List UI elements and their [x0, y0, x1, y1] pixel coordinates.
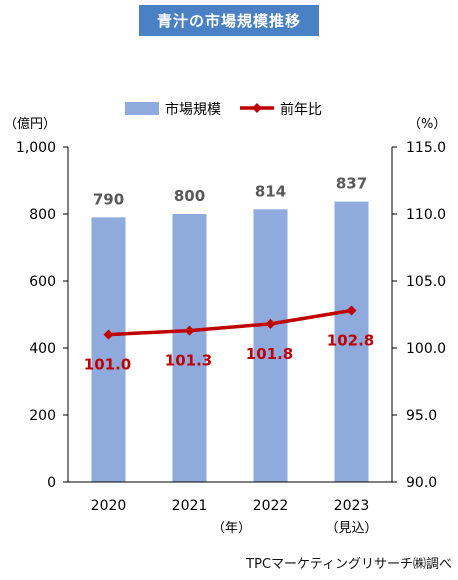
right-tick-label: 115.0 — [406, 140, 446, 156]
line-value-label: 102.8 — [327, 331, 374, 349]
line-value-label: 101.8 — [246, 345, 293, 363]
right-axis: 90.0 95.0 100.0 105.0 110.0 115.0 — [391, 140, 446, 491]
line-value-label: 101.0 — [84, 356, 131, 374]
x-axis: 2020 2021 2022 2023 （見込） — [68, 481, 392, 536]
x-tick-sublabel: （見込） — [325, 521, 377, 536]
legend-swatch-bar — [125, 102, 159, 115]
left-tick-label: 800 — [29, 207, 56, 223]
legend-label-line: 前年比 — [280, 101, 322, 118]
left-axis-title: （億円） — [4, 116, 56, 132]
line-value-label: 101.3 — [165, 352, 212, 370]
bar — [253, 209, 288, 482]
bar-value-label: 800 — [174, 187, 205, 205]
bar-value-label: 837 — [336, 175, 367, 193]
right-tick-label: 100.0 — [406, 341, 446, 357]
bar — [334, 201, 369, 483]
legend: 市場規模 前年比 — [125, 101, 322, 118]
axis-titles: （億円） （%） （年） — [4, 116, 446, 536]
line-marker — [184, 325, 195, 336]
line-marker — [346, 305, 357, 316]
x-tick-label: 2022 — [253, 498, 289, 514]
legend-label-bar: 市場規模 — [165, 101, 221, 118]
left-tick-label: 1,000 — [16, 140, 56, 156]
bar-value-label: 814 — [255, 182, 286, 200]
left-tick-label: 400 — [29, 341, 56, 357]
right-tick-label: 110.0 — [406, 207, 446, 223]
bar — [91, 217, 126, 482]
left-tick-label: 200 — [29, 408, 56, 424]
x-axis-title: （年） — [212, 521, 251, 536]
line-path — [108, 308, 352, 337]
bar-series: 790 800 814 837 — [91, 175, 369, 483]
x-tick-label: 2021 — [172, 498, 208, 514]
right-tick-label: 105.0 — [406, 274, 446, 290]
chart-title: 青汁の市場規模推移 — [139, 5, 319, 36]
line-marker — [103, 329, 114, 340]
left-axis: 0 200 400 600 800 1,000 — [16, 140, 69, 491]
x-tick-label: 2020 — [91, 498, 127, 514]
legend-swatch-marker — [252, 103, 262, 113]
left-tick-label: 0 — [47, 475, 56, 491]
right-tick-label: 95.0 — [406, 408, 437, 424]
right-axis-title: （%） — [408, 117, 446, 132]
source-credit: TPCマーケティングリサーチ㈱調べ — [246, 557, 452, 572]
bar-value-label: 790 — [93, 190, 124, 208]
right-tick-label: 90.0 — [406, 475, 437, 491]
bar — [172, 214, 207, 482]
x-tick-label: 2023 — [334, 498, 370, 514]
line-series: 101.0 101.3 101.8 102.8 — [84, 305, 374, 374]
left-tick-label: 600 — [29, 274, 56, 290]
line-marker — [265, 318, 276, 329]
